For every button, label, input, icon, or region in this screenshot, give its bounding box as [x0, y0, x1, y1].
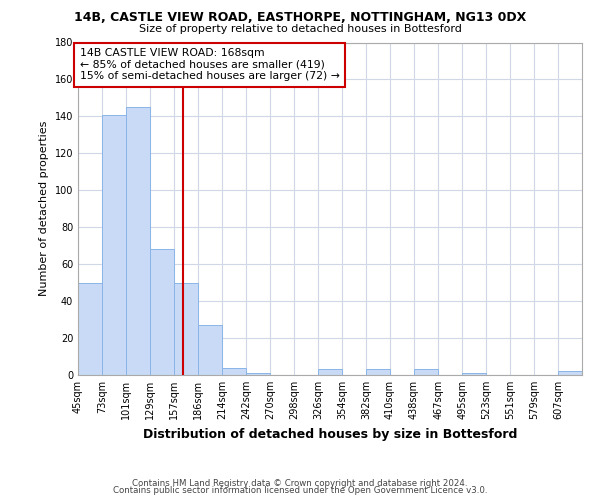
Bar [318, 370, 342, 375]
Text: 14B, CASTLE VIEW ROAD, EASTHORPE, NOTTINGHAM, NG13 0DX: 14B, CASTLE VIEW ROAD, EASTHORPE, NOTTIN… [74, 11, 526, 24]
Bar [463, 373, 487, 375]
Bar [126, 107, 150, 375]
Bar [558, 372, 582, 375]
Bar [366, 370, 390, 375]
Y-axis label: Number of detached properties: Number of detached properties [39, 121, 49, 296]
Bar [173, 282, 199, 375]
Bar [246, 373, 270, 375]
Bar [223, 368, 246, 375]
Text: Contains HM Land Registry data © Crown copyright and database right 2024.: Contains HM Land Registry data © Crown c… [132, 478, 468, 488]
Bar [199, 325, 223, 375]
Bar [150, 250, 173, 375]
Text: Contains public sector information licensed under the Open Government Licence v3: Contains public sector information licen… [113, 486, 487, 495]
X-axis label: Distribution of detached houses by size in Bottesford: Distribution of detached houses by size … [143, 428, 517, 440]
Bar [102, 114, 126, 375]
Text: Size of property relative to detached houses in Bottesford: Size of property relative to detached ho… [139, 24, 461, 34]
Bar [414, 370, 439, 375]
Bar [78, 282, 102, 375]
Text: 14B CASTLE VIEW ROAD: 168sqm
← 85% of detached houses are smaller (419)
15% of s: 14B CASTLE VIEW ROAD: 168sqm ← 85% of de… [80, 48, 340, 81]
